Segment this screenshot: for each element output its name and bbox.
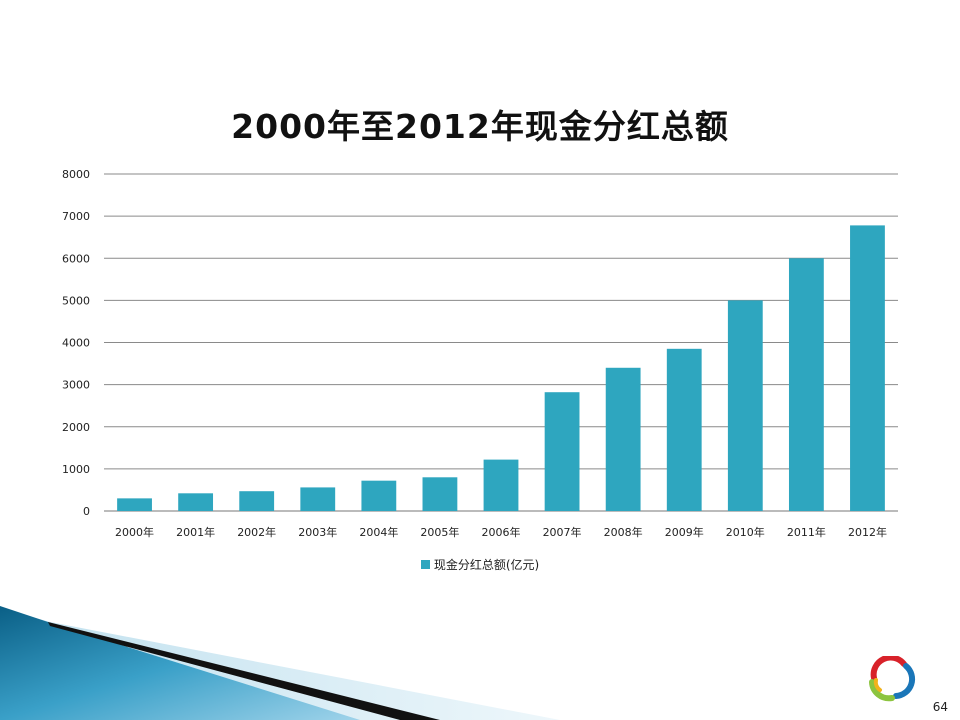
- y-tick-label: 8000: [62, 168, 90, 181]
- bar: [788, 258, 824, 511]
- y-tick-label: 4000: [62, 337, 90, 350]
- x-tick-label: 2006年: [482, 525, 521, 539]
- bar: [483, 459, 519, 511]
- y-axis-tick-labels: 0 1000 2000 3000 4000 5000 6000 7000 8000: [62, 168, 90, 518]
- logo-icon: [869, 656, 916, 702]
- bar: [605, 367, 641, 511]
- x-tick-label: 2012年: [848, 525, 887, 539]
- bar: [422, 477, 458, 511]
- chart-title: 2000年至2012年现金分红总额: [231, 107, 729, 146]
- x-tick-label: 2010年: [726, 525, 765, 539]
- y-tick-label: 6000: [62, 252, 90, 265]
- y-tick-label: 3000: [62, 379, 90, 392]
- y-tick-label: 1000: [62, 463, 90, 476]
- y-tick-label: 5000: [62, 294, 90, 307]
- x-tick-label: 2000年: [115, 525, 154, 539]
- x-tick-label: 2003年: [298, 525, 337, 539]
- legend-swatch: [420, 560, 430, 569]
- page-number: 64: [932, 700, 948, 714]
- x-tick-label: 2011年: [787, 525, 826, 539]
- y-tick-label: 2000: [62, 421, 90, 434]
- x-axis-tick-labels: 2000年 2001年 2002年 2003年 2004年 2005年 2006年 2007年…: [115, 525, 887, 539]
- bar: [117, 498, 152, 511]
- bar: [850, 225, 885, 511]
- bar: [544, 392, 580, 511]
- x-tick-label: 2004年: [359, 525, 398, 539]
- bars: [117, 225, 885, 511]
- bar: [300, 487, 336, 511]
- bar: [239, 491, 275, 511]
- chart-legend: 现金分红总额(亿元): [0, 556, 960, 573]
- bar: [178, 493, 214, 511]
- bar: [361, 480, 397, 511]
- y-tick-label: 0: [83, 505, 90, 518]
- x-tick-label: 2005年: [420, 525, 459, 539]
- x-tick-label: 2002年: [237, 525, 276, 539]
- x-tick-label: 2008年: [604, 525, 643, 539]
- x-tick-label: 2009年: [665, 525, 704, 539]
- y-tick-label: 7000: [62, 210, 90, 223]
- bar: [666, 348, 702, 511]
- legend-label: 现金分红总额(亿元): [433, 558, 540, 572]
- x-tick-label: 2007年: [543, 525, 582, 539]
- x-tick-label: 2001年: [176, 525, 215, 539]
- bar: [727, 300, 763, 511]
